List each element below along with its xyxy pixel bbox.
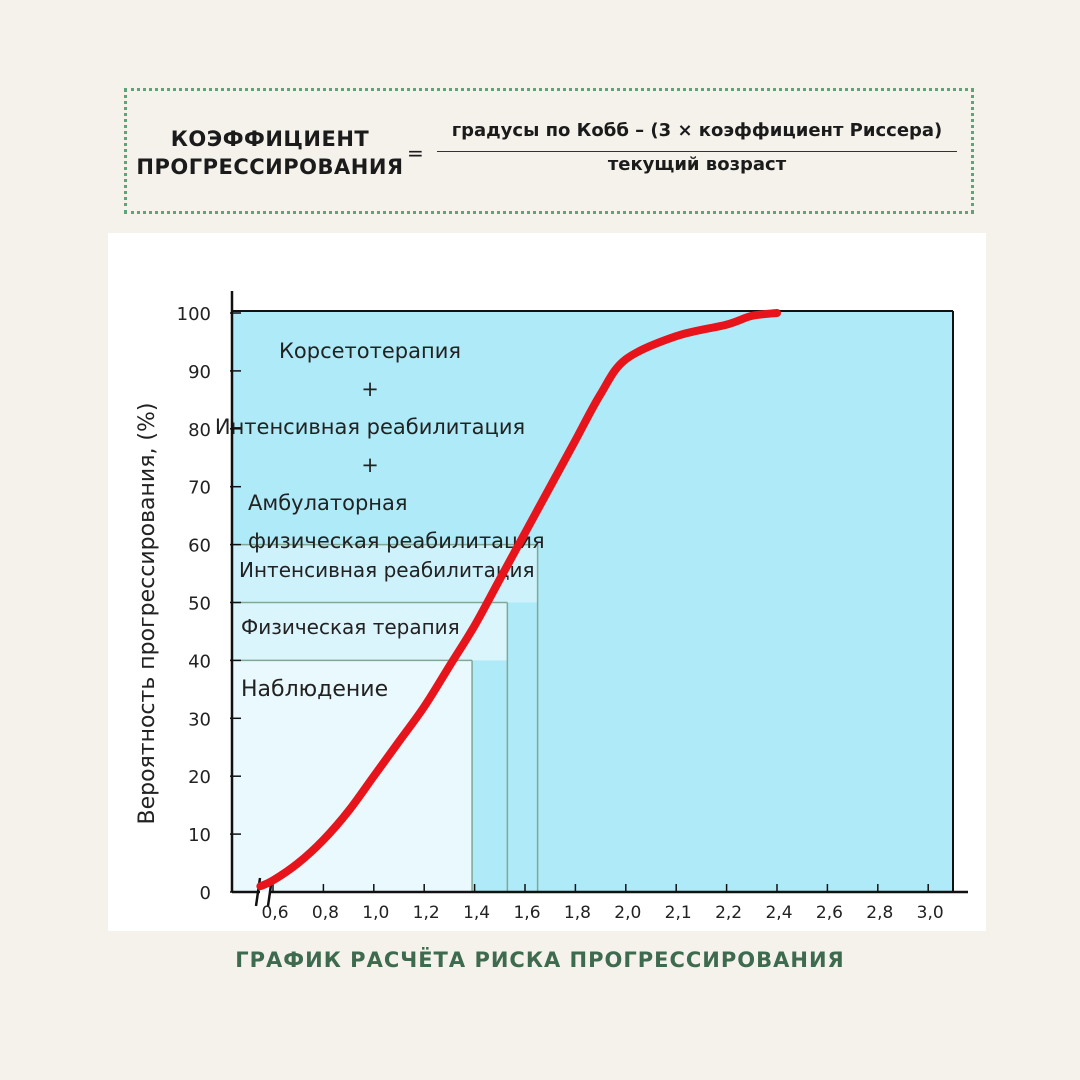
y-tick-label-10: 10: [188, 825, 211, 846]
zone-1-area: [232, 313, 953, 545]
chart-caption: ГРАФИК РАСЧЁТА РИСКА ПРОГРЕССИРОВАНИЯ: [235, 948, 845, 972]
chart-panel: Корсетотерапия + Интенсивная реабилитация +…: [108, 233, 986, 931]
zone-1-label-line-6: физическая реабилитация: [248, 529, 545, 553]
x-tick-label-0: 0,6: [261, 903, 288, 923]
formula-lhs-line2: ПРОГРЕССИРОВАНИЯ: [136, 155, 404, 179]
y-tick-label-100: 100: [177, 304, 211, 325]
x-tick-label-13: 3,0: [917, 903, 944, 923]
zone-2-area: [232, 544, 538, 603]
y-tick-label-60: 60: [188, 536, 211, 557]
formula-left-side: КОЭФФИЦИЕНТ ПРОГРЕССИРОВАНИЯ: [129, 125, 411, 181]
zone-1-label-line-4: +: [361, 453, 379, 477]
zone-3-label-line-1: Физическая терапия: [241, 615, 460, 639]
y-axis-label: Вероятность прогрессирования, (%): [135, 402, 160, 824]
y-tick-label-30: 30: [188, 709, 211, 730]
x-tick-label-1: 0,8: [312, 903, 339, 923]
y-tick-label-80: 80: [188, 420, 211, 441]
progression-curve: [256, 309, 781, 891]
zone-4-label-line-1: Наблюдение: [241, 677, 388, 702]
formula-lhs-line1: КОЭФФИЦИЕНТ: [170, 127, 370, 151]
y-tick-label-90: 90: [188, 362, 211, 383]
x-tick-label-8: 2,1: [665, 903, 692, 923]
x-tick-label-2: 1,0: [362, 903, 389, 923]
zone-1-label-line-3: Интенсивная реабилитация: [215, 415, 525, 439]
formula-denominator: текущий возраст: [607, 154, 787, 175]
formula-equals-sign: =: [407, 141, 424, 165]
y-tick-label-50: 50: [188, 594, 211, 615]
x-tick-label-9: 2,2: [715, 903, 742, 923]
formula-numerator: градусы по Кобб – (3 × коэффициент Риссе…: [451, 120, 943, 141]
x-tick-label-10: 2,4: [765, 903, 792, 923]
zone-1-label-line-5: Амбулаторная: [248, 491, 408, 515]
zone-1-label-line-2: +: [361, 377, 379, 401]
y-tick-label-70: 70: [188, 478, 211, 499]
x-tick-label-12: 2,8: [866, 903, 893, 923]
x-tick-label-11: 2,6: [816, 903, 843, 923]
x-tick-label-6: 1,8: [564, 903, 591, 923]
formula-fraction-line: [437, 151, 957, 152]
zone-1-label-line-1: Корсетотерапия: [279, 339, 461, 363]
y-tick-label-0: 0: [200, 883, 211, 904]
x-tick-label-5: 1,6: [513, 903, 540, 923]
zone-2-label-line-1: Интенсивная реабилитация: [239, 558, 535, 582]
y-tick-label-40: 40: [188, 651, 211, 672]
formula-box: КОЭФФИЦИЕНТ ПРОГРЕССИРОВАНИЯ = градусы п…: [124, 88, 974, 214]
x-tick-label-3: 1,2: [413, 903, 440, 923]
progression-risk-chart: Корсетотерапия + Интенсивная реабилитация +…: [135, 291, 968, 923]
y-tick-label-20: 20: [188, 767, 211, 788]
x-tick-label-4: 1,4: [463, 903, 490, 923]
x-tick-label-7: 2,0: [614, 903, 641, 923]
